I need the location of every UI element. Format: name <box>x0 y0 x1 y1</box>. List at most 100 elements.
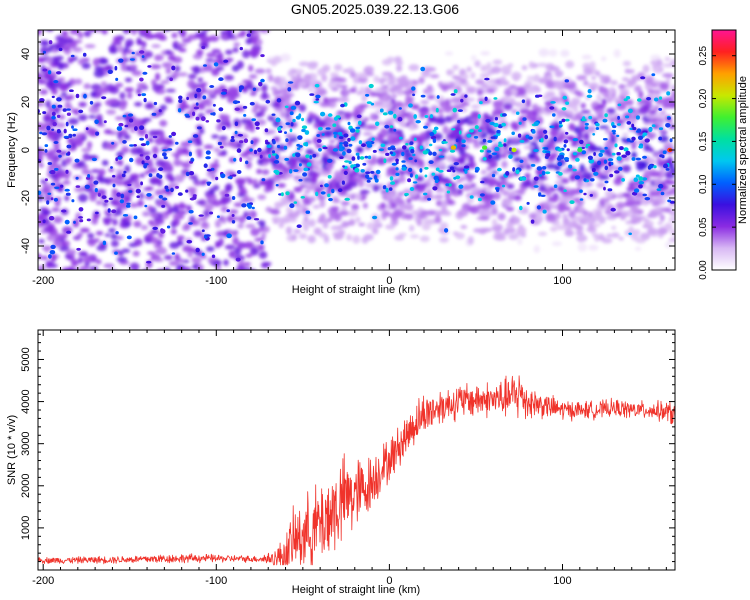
heatmap-cell <box>569 200 575 205</box>
heatmap-cell <box>140 143 147 147</box>
heatmap-cell <box>471 104 480 109</box>
heatmap-cell <box>638 181 645 185</box>
heatmap-cell <box>249 148 253 152</box>
heatmap-cell <box>194 93 198 99</box>
heatmap-cell <box>359 189 371 194</box>
heatmap-cell <box>536 166 543 171</box>
heatmap-cell <box>548 49 558 57</box>
heatmap-cell <box>312 153 317 158</box>
heatmap-cell <box>164 96 173 101</box>
heatmap-cell <box>631 136 636 141</box>
heatmap-cell <box>429 132 435 137</box>
heatmap-cell <box>581 171 593 179</box>
heatmap-cell <box>309 178 318 185</box>
heatmap-cell <box>586 182 593 187</box>
heatmap-cell <box>55 172 66 179</box>
heatmap-cell <box>240 198 250 204</box>
heatmap-cell <box>658 183 664 189</box>
heatmap-cell <box>291 157 299 164</box>
snr-series-line <box>38 375 675 566</box>
heatmap-cell <box>519 140 525 143</box>
heatmap-cell <box>383 100 393 110</box>
heatmap-cell <box>185 115 191 118</box>
heatmap-cell <box>579 189 583 193</box>
heatmap-cell <box>153 258 164 262</box>
heatmap-cell <box>215 231 224 237</box>
heatmap-cell <box>320 191 326 195</box>
heatmap-cell <box>162 138 171 146</box>
heatmap-cell <box>530 183 536 190</box>
heatmap-cell <box>74 158 80 163</box>
heatmap-cell <box>491 170 498 175</box>
heatmap-cell <box>642 155 647 159</box>
heatmap-cell <box>451 128 456 131</box>
x-tick-label: 100 <box>553 275 571 287</box>
heatmap-cell <box>169 21 176 29</box>
heatmap-cell <box>219 145 224 149</box>
heatmap-cell <box>75 93 80 99</box>
heatmap-cell <box>628 181 636 188</box>
heatmap-cell <box>664 222 673 231</box>
heatmap-cell <box>617 103 622 107</box>
heatmap-cell <box>261 169 270 175</box>
heatmap-cell <box>242 105 248 109</box>
heatmap-cell <box>365 174 370 179</box>
heatmap-cell <box>221 125 226 131</box>
snr-background <box>38 330 675 570</box>
heatmap-cell <box>40 25 51 30</box>
heatmap-cell <box>330 72 339 78</box>
heatmap-cell <box>192 65 201 75</box>
heatmap-cell <box>528 136 533 140</box>
heatmap-cell <box>48 254 52 259</box>
heatmap-cell <box>601 98 607 103</box>
heatmap-cell <box>563 80 570 87</box>
heatmap-cell <box>139 137 145 141</box>
heatmap-cell <box>288 211 299 219</box>
heatmap-cell <box>65 157 72 165</box>
heatmap-cell <box>453 162 459 166</box>
heatmap-cell <box>394 129 403 135</box>
heatmap-cell <box>606 96 613 104</box>
heatmap-cell <box>169 77 173 82</box>
heatmap-cell <box>145 140 150 146</box>
heatmap-cell <box>395 161 399 165</box>
heatmap-cell <box>389 125 394 129</box>
heatmap-cell <box>404 213 414 220</box>
heatmap-cell <box>580 102 586 109</box>
heatmap-cell <box>60 184 64 188</box>
heatmap-cell <box>604 141 615 149</box>
heatmap-cell <box>540 194 546 197</box>
heatmap-cell <box>358 222 366 227</box>
heatmap-cell <box>135 188 141 194</box>
heatmap-cell <box>320 111 326 117</box>
heatmap-cell <box>290 105 297 110</box>
heatmap-cell <box>139 77 144 82</box>
heatmap-cell <box>94 30 104 33</box>
heatmap-cell <box>286 206 294 214</box>
heatmap-cell <box>621 154 627 158</box>
heatmap-cell <box>368 83 374 89</box>
heatmap-cell <box>106 212 112 217</box>
heatmap-cell <box>424 166 429 170</box>
heatmap-cell <box>650 190 661 197</box>
heatmap-cell <box>466 66 472 73</box>
heatmap-cell <box>212 112 216 116</box>
heatmap-cell <box>479 216 490 221</box>
heatmap-cell <box>651 73 656 77</box>
heatmap-cell <box>542 201 550 207</box>
heatmap-cell <box>421 223 431 231</box>
heatmap-cell <box>365 171 371 174</box>
heatmap-cell <box>627 108 633 114</box>
heatmap-cell <box>653 97 659 102</box>
heatmap-cell <box>197 77 203 83</box>
x-tick-label: 100 <box>553 575 571 587</box>
heatmap-cell <box>433 175 439 181</box>
heatmap-cell <box>50 170 56 175</box>
heatmap-cell <box>420 210 430 215</box>
heatmap-cell <box>568 164 573 169</box>
heatmap-cell <box>209 163 220 169</box>
heatmap-cell <box>151 145 159 155</box>
heatmap-cell <box>464 94 468 98</box>
heatmap-cell <box>557 161 563 167</box>
heatmap-cell <box>70 54 75 58</box>
